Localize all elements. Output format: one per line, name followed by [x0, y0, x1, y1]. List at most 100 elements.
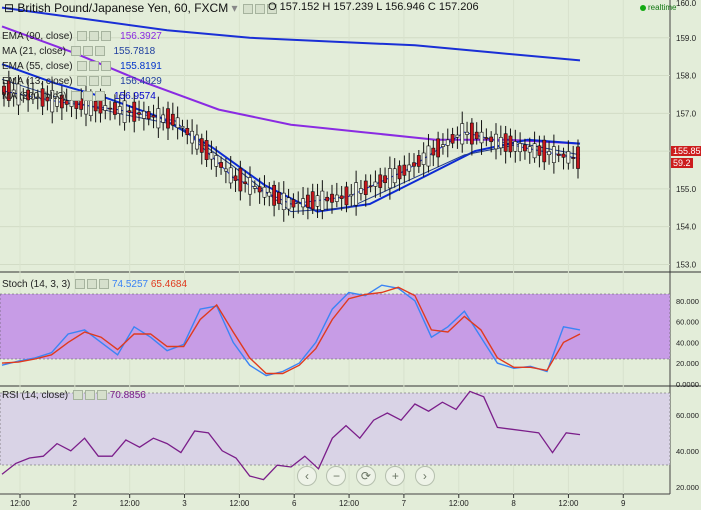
candle-body — [532, 143, 537, 159]
candle-body — [305, 194, 310, 208]
rsi-legend[interactable]: RSI (14, close) 70.8856 — [2, 390, 146, 401]
ma-line — [1, 6, 581, 62]
close-icon[interactable] — [96, 390, 107, 401]
close-icon[interactable] — [101, 76, 112, 87]
close-icon[interactable] — [94, 46, 105, 57]
x-axis: 12:00 2 12:00 3 12:00 6 12:00 7 12:00 8 12:00 9 — [10, 494, 626, 508]
candle-body — [248, 177, 252, 195]
close-icon[interactable] — [101, 61, 112, 72]
settings-icon[interactable] — [77, 31, 88, 42]
settings-icon[interactable] — [77, 61, 88, 72]
candle-body — [576, 146, 580, 169]
zoom-out-button[interactable]: − — [326, 466, 347, 486]
settings-icon[interactable] — [75, 279, 86, 290]
legend-ma200[interactable]: MA (200, hlc3) 156.9574 — [2, 91, 156, 102]
candle-body — [537, 145, 542, 156]
candle-body — [383, 175, 387, 184]
candle-body — [441, 144, 445, 147]
candle-body — [407, 164, 412, 172]
candle-body — [547, 151, 551, 156]
rsi-tick-label: 40.000 — [676, 447, 699, 456]
legend-ema55[interactable]: EMA (55, close) 155.8191 — [2, 61, 162, 72]
candle-body — [513, 141, 518, 152]
close-icon[interactable] — [95, 91, 106, 102]
candle-body — [195, 134, 199, 150]
candle-body — [344, 186, 349, 206]
eye-icon[interactable] — [87, 279, 98, 290]
settings-icon[interactable] — [77, 76, 88, 87]
candle-body — [146, 111, 151, 120]
candle-body — [571, 157, 576, 159]
eye-icon[interactable] — [84, 390, 95, 401]
candle-body — [132, 101, 137, 122]
legend-ema13[interactable]: EMA (13, close) 156.4929 — [2, 76, 162, 87]
candle-body — [402, 164, 407, 176]
candle-body — [320, 190, 325, 211]
candle-body — [166, 108, 170, 129]
candle-body — [498, 137, 503, 149]
stoch-legend[interactable]: Stoch (14, 3, 3) 74.5257 65.4684 — [2, 279, 188, 290]
rsi-line — [1, 390, 581, 481]
candle-body — [373, 181, 378, 187]
stoch-tick-label: 0.0000 — [676, 380, 699, 389]
axis-bg — [670, 0, 701, 510]
candle-body — [566, 151, 571, 164]
candle-body — [228, 167, 233, 184]
y-tick-label: 153.0 — [676, 260, 697, 269]
candle-body — [26, 89, 31, 101]
stoch-tick-label: 60.000 — [676, 318, 699, 327]
candle-body — [349, 194, 354, 197]
x-tick-label: 3 — [182, 499, 187, 508]
candle-body — [378, 174, 383, 188]
x-tick-label: 12:00 — [449, 499, 470, 508]
stoch-tick-label: 80.000 — [676, 297, 699, 306]
candle-body — [479, 131, 484, 144]
x-tick-label: 9 — [621, 499, 626, 508]
candle-body — [561, 153, 566, 158]
candle-body — [252, 186, 257, 189]
legend-ma21[interactable]: MA (21, close) 155.7818 — [2, 46, 156, 57]
x-tick-label: 12:00 — [120, 499, 141, 508]
rsi-tick-label: 20.000 — [676, 483, 699, 492]
eye-icon[interactable] — [82, 46, 93, 57]
legend-ema90[interactable]: EMA (90, close) 156.3927 — [2, 31, 162, 42]
close-icon[interactable] — [101, 31, 112, 42]
eye-icon[interactable] — [89, 76, 100, 87]
candle-body — [392, 168, 397, 184]
candle-body — [93, 100, 98, 112]
eye-icon[interactable] — [83, 91, 94, 102]
candle-body — [277, 192, 281, 204]
reset-button[interactable]: ⟳ — [355, 466, 376, 486]
candle-body — [185, 128, 190, 136]
settings-icon[interactable] — [72, 390, 83, 401]
scroll-left-button[interactable]: ‹ — [297, 466, 317, 486]
candle-body — [156, 108, 161, 129]
scroll-right-button[interactable]: › — [414, 466, 435, 486]
candle-body — [21, 94, 26, 96]
candle-body — [233, 175, 238, 181]
stoch-tick-label: 40.000 — [676, 338, 699, 347]
candle-body — [161, 114, 166, 123]
candle-body — [281, 192, 286, 211]
candle-body — [180, 126, 185, 129]
candle-body — [523, 144, 527, 152]
candle-body — [2, 85, 6, 95]
candle-body — [6, 80, 11, 101]
candle-body — [113, 102, 117, 115]
candle-body — [334, 194, 339, 202]
settings-icon[interactable] — [71, 91, 82, 102]
candle-body — [426, 145, 431, 167]
candle-body — [325, 196, 330, 202]
eye-icon[interactable] — [89, 61, 100, 72]
candle-body — [137, 112, 141, 115]
zoom-in-button[interactable]: + — [385, 466, 406, 486]
x-tick-label: 12:00 — [229, 499, 250, 508]
settings-icon[interactable] — [70, 46, 81, 57]
candle-body — [108, 107, 113, 110]
close-icon[interactable] — [99, 279, 110, 290]
eye-icon[interactable] — [89, 31, 100, 42]
candle-body — [31, 93, 35, 100]
x-tick-label: 7 — [402, 499, 407, 508]
candle-body — [151, 115, 156, 118]
candle-body — [272, 184, 277, 206]
